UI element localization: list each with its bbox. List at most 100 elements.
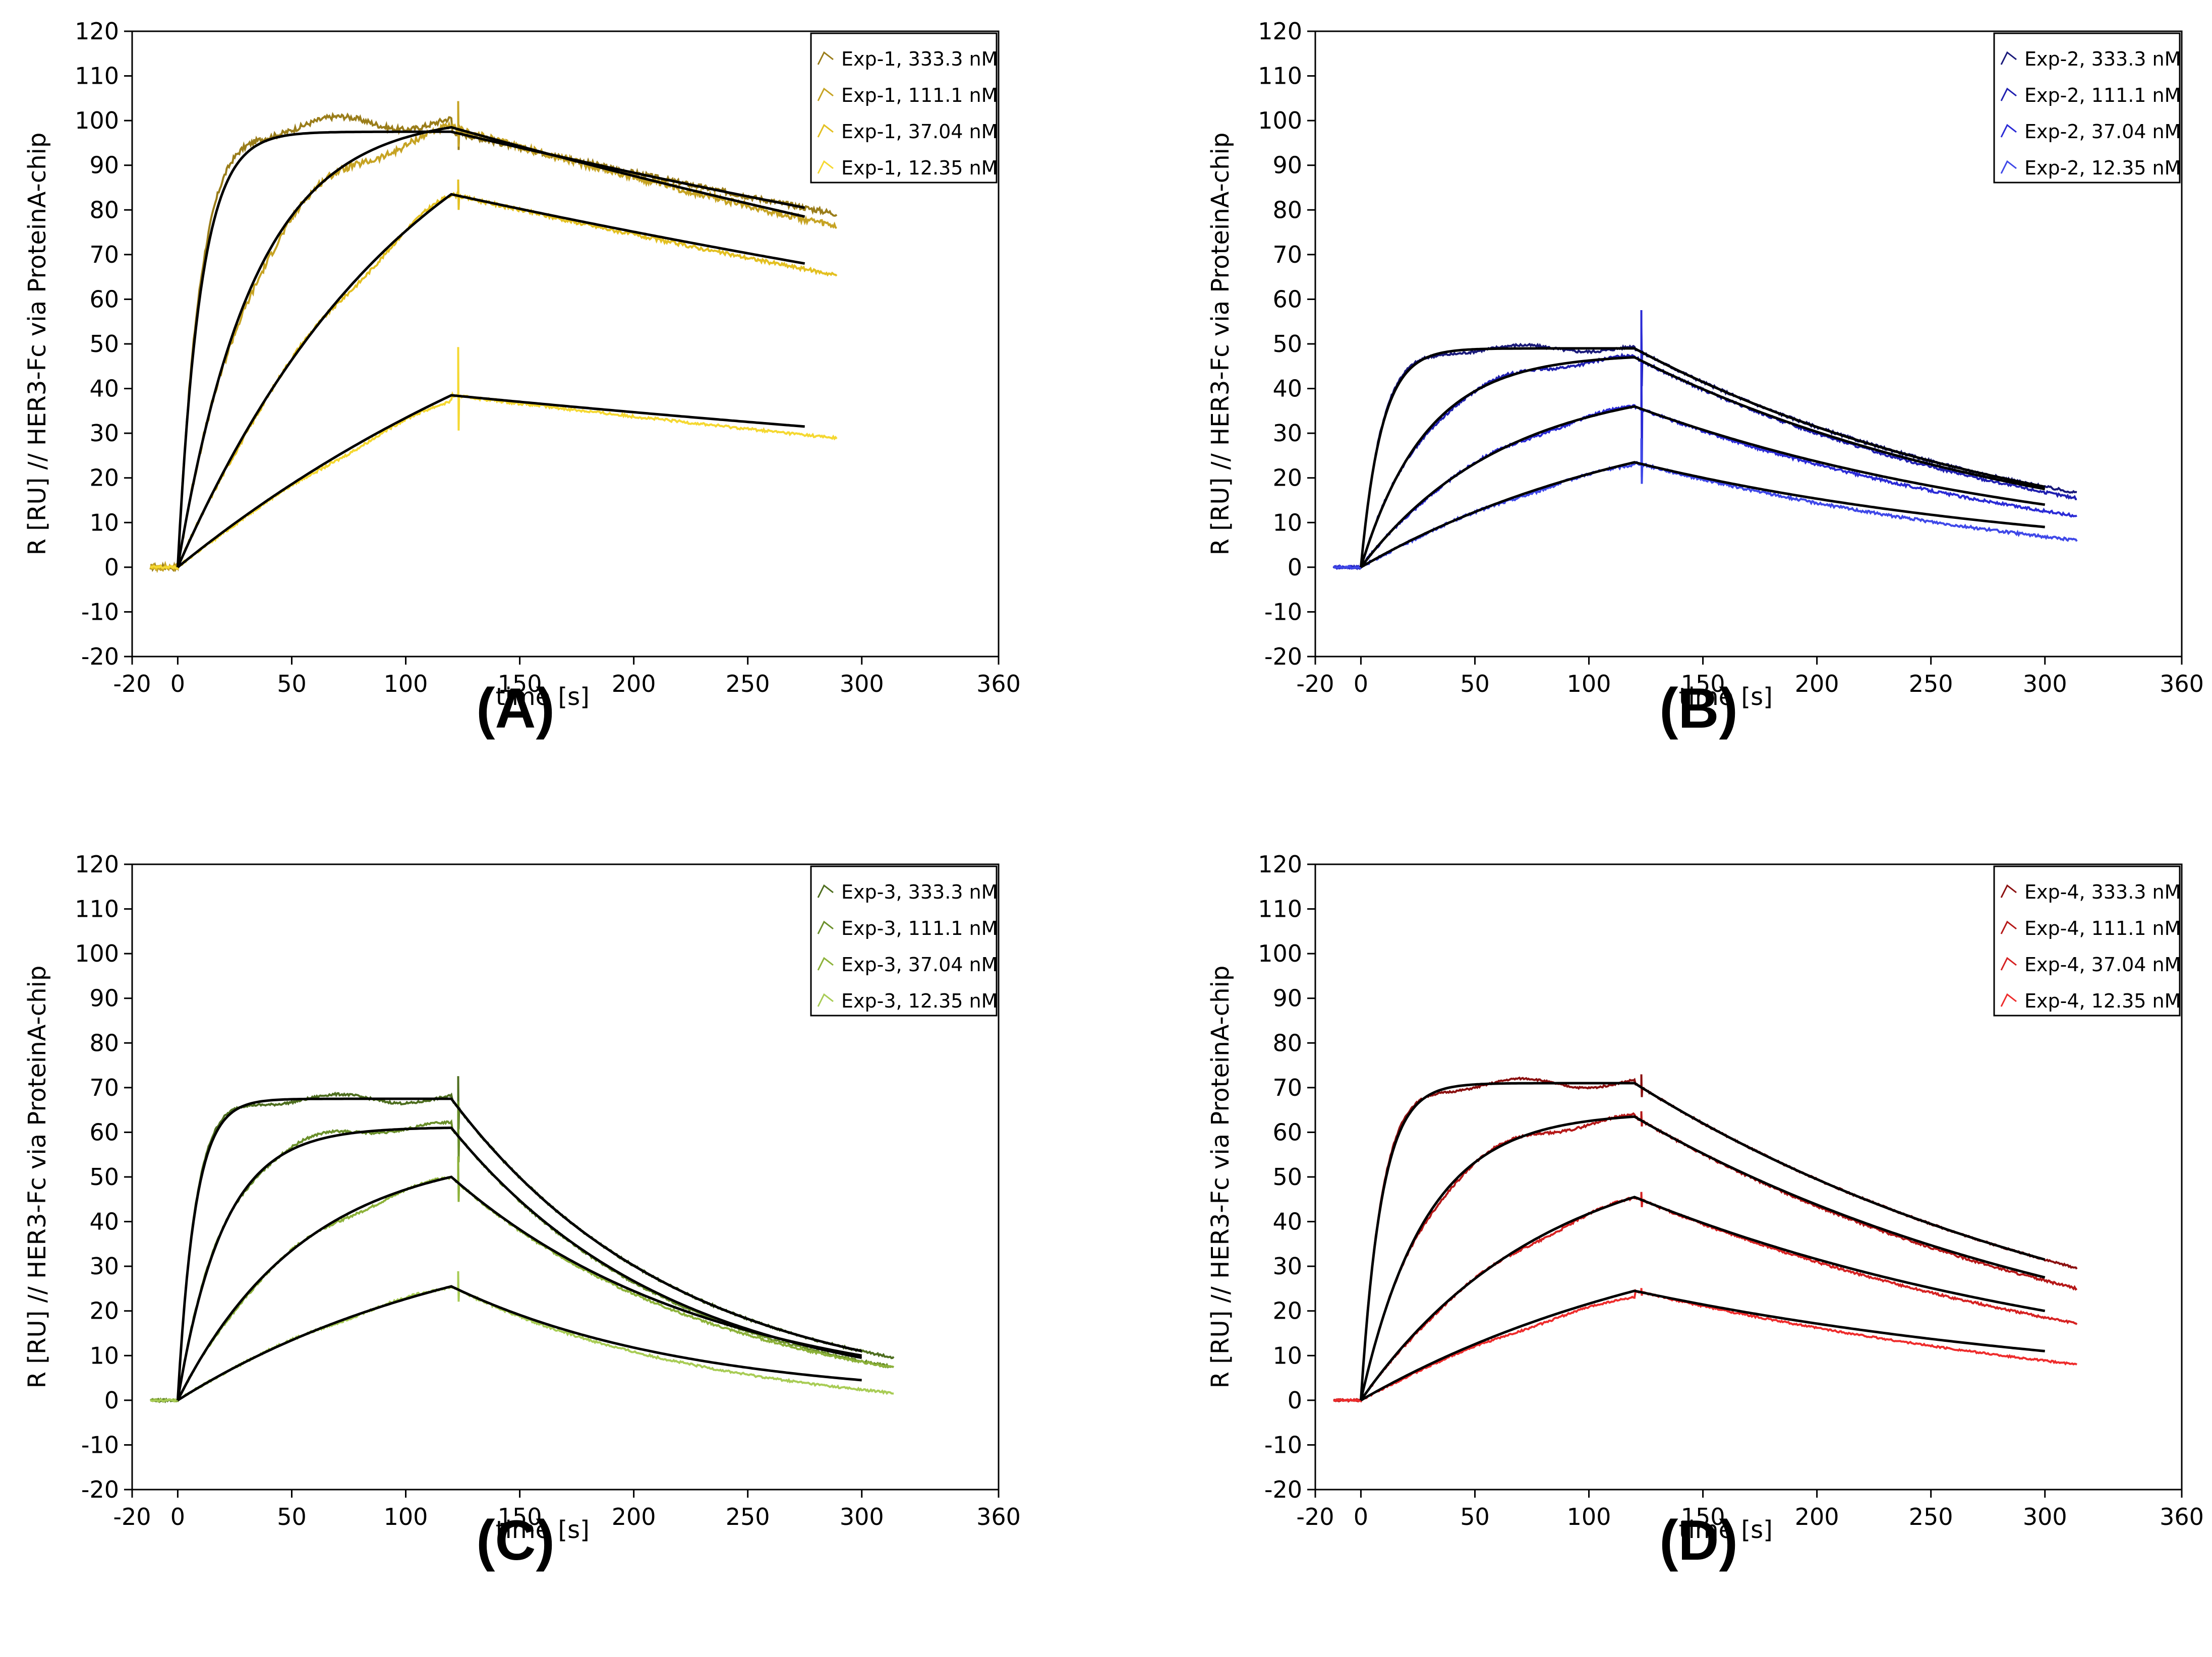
y-tick-label: 60 — [1272, 285, 1302, 313]
fit-curve — [177, 394, 805, 568]
legend-entry: Exp-3, 333.3 nM — [841, 881, 998, 903]
x-tick-label: 360 — [2160, 1503, 2204, 1530]
legend: Exp-4, 333.3 nM Exp-4, 111.1 nM Exp-4, 37.… — [1993, 865, 2181, 1017]
fit-curve — [176, 1097, 862, 1401]
y-tick-label: -20 — [81, 643, 119, 670]
x-tick-label: 300 — [840, 670, 884, 697]
y-tick-label: 10 — [1272, 1342, 1302, 1369]
fit-curve — [1359, 1115, 2046, 1401]
fit-curve — [1359, 347, 2046, 568]
x-axis-label: time [s] — [496, 1516, 590, 1544]
panel-label: (B) — [1659, 677, 1738, 740]
y-tick-label: 110 — [75, 63, 119, 90]
legend-entry: Exp-4, 37.04 nM — [2024, 954, 2181, 976]
x-axis-label: time [s] — [1679, 1516, 1773, 1544]
x-tick-label: 250 — [1909, 670, 1953, 697]
y-tick-label: 70 — [1272, 241, 1302, 268]
legend: Exp-3, 333.3 nM Exp-3, 111.1 nM Exp-3, 37.… — [810, 865, 998, 1017]
y-tick-label: 120 — [1258, 18, 1302, 45]
legend-swatch — [2000, 920, 2017, 934]
y-tick-label: 60 — [89, 285, 119, 313]
legend-entry: Exp-1, 12.35 nM — [841, 157, 998, 179]
y-tick-label: 80 — [1272, 196, 1302, 223]
fit-curve — [1360, 461, 2045, 569]
legend-swatch — [2000, 957, 2017, 971]
y-tick-label: 40 — [1272, 375, 1302, 402]
x-tick-label: 200 — [612, 1503, 656, 1530]
y-tick-label: 70 — [89, 241, 119, 268]
y-tick-label: 30 — [1272, 420, 1302, 447]
fit-curve — [1360, 405, 2046, 568]
y-tick-label: 90 — [1272, 985, 1302, 1012]
x-tick-label: 50 — [1460, 670, 1490, 697]
y-axis-label: R [RU] // HER3-Fc via ProteinA-chip — [23, 133, 51, 556]
x-tick-label: 360 — [2160, 670, 2204, 697]
y-tick-label: 90 — [1272, 152, 1302, 179]
y-tick-label: 90 — [89, 985, 119, 1012]
legend-swatch — [817, 993, 834, 1007]
legend-entry: Exp-2, 12.35 nM — [2024, 157, 2181, 179]
y-axis-label: R [RU] // HER3-Fc via ProteinA-chip — [1206, 133, 1235, 556]
plot-area — [1333, 1074, 2078, 1403]
y-tick-label: 100 — [1258, 107, 1302, 134]
y-tick-label: -10 — [81, 598, 119, 625]
chart-panel: -20 -10 0 10 20 30 40 50 60 70 80 90 100 110 120 -20 0 50… — [1206, 851, 2204, 1544]
y-tick-label: 10 — [1272, 509, 1302, 536]
legend-swatch — [817, 920, 834, 934]
legend-box — [810, 865, 998, 1017]
x-tick-label: 100 — [1567, 1503, 1611, 1530]
legend-box — [1993, 32, 2181, 184]
y-tick-label: -10 — [81, 1431, 119, 1458]
legend-entry: Exp-1, 111.1 nM — [841, 84, 998, 106]
x-tick-label: 300 — [840, 1503, 884, 1530]
y-tick-label: 20 — [89, 1297, 119, 1325]
x-tick-label: 300 — [2023, 1503, 2067, 1530]
y-tick-label: 60 — [1272, 1118, 1302, 1146]
y-tick-label: 30 — [89, 1253, 119, 1280]
chart-panel: -20 -10 0 10 20 30 40 50 60 70 80 90 100 110 120 -20 0 50… — [1206, 18, 2204, 711]
x-tick-label: 360 — [976, 670, 1021, 697]
legend-entry: Exp-1, 333.3 nM — [841, 48, 998, 70]
legend-swatch — [817, 884, 834, 898]
plot-area — [1332, 310, 2078, 571]
x-tick-label: 0 — [1354, 1503, 1368, 1530]
y-axis-label: R [RU] // HER3-Fc via ProteinA-chip — [1206, 966, 1235, 1389]
y-tick-label: 60 — [89, 1118, 119, 1146]
legend-swatch — [2000, 160, 2017, 174]
legend-swatch — [2000, 51, 2017, 65]
x-tick-label: -20 — [1296, 670, 1334, 697]
x-axis-label: time [s] — [496, 683, 590, 711]
x-tick-label: 50 — [277, 1503, 307, 1530]
y-tick-label: 100 — [1258, 940, 1302, 967]
y-tick-label: 110 — [1258, 63, 1302, 90]
y-tick-label: 90 — [89, 152, 119, 179]
y-tick-label: 0 — [1288, 554, 1302, 581]
legend-entry: Exp-2, 111.1 nM — [2024, 84, 2181, 106]
x-tick-label: 360 — [976, 1503, 1021, 1530]
legend-swatch — [817, 51, 834, 65]
legend-entry: Exp-3, 12.35 nM — [841, 990, 998, 1012]
legend-entry: Exp-2, 333.3 nM — [2024, 48, 2181, 70]
y-tick-label: 80 — [89, 196, 119, 223]
legend-entry: Exp-4, 12.35 nM — [2024, 990, 2181, 1012]
chart-panel: -20 -10 0 10 20 30 40 50 60 70 80 90 100 110 120 -20 0 50… — [23, 18, 1021, 711]
legend-swatch — [817, 160, 834, 174]
legend-box — [810, 32, 998, 184]
x-tick-label: 200 — [1795, 1503, 1839, 1530]
y-axis-label: R [RU] // HER3-Fc via ProteinA-chip — [23, 966, 51, 1389]
x-tick-label: 250 — [1909, 1503, 1953, 1530]
fit-curve — [176, 130, 805, 568]
y-tick-label: 30 — [1272, 1253, 1302, 1280]
x-tick-label: 150 — [498, 670, 542, 697]
fit-curve — [1360, 356, 2046, 568]
x-tick-label: 250 — [726, 1503, 770, 1530]
fit-curve — [1360, 1289, 2045, 1402]
x-tick-label: 200 — [612, 670, 656, 697]
legend: Exp-2, 333.3 nM Exp-2, 111.1 nM Exp-2, 37.… — [1993, 32, 2181, 184]
y-tick-label: 20 — [1272, 464, 1302, 492]
legend-swatch — [817, 124, 834, 138]
y-tick-label: 70 — [89, 1074, 119, 1101]
fit-curve — [176, 126, 805, 568]
y-tick-label: 20 — [89, 464, 119, 492]
